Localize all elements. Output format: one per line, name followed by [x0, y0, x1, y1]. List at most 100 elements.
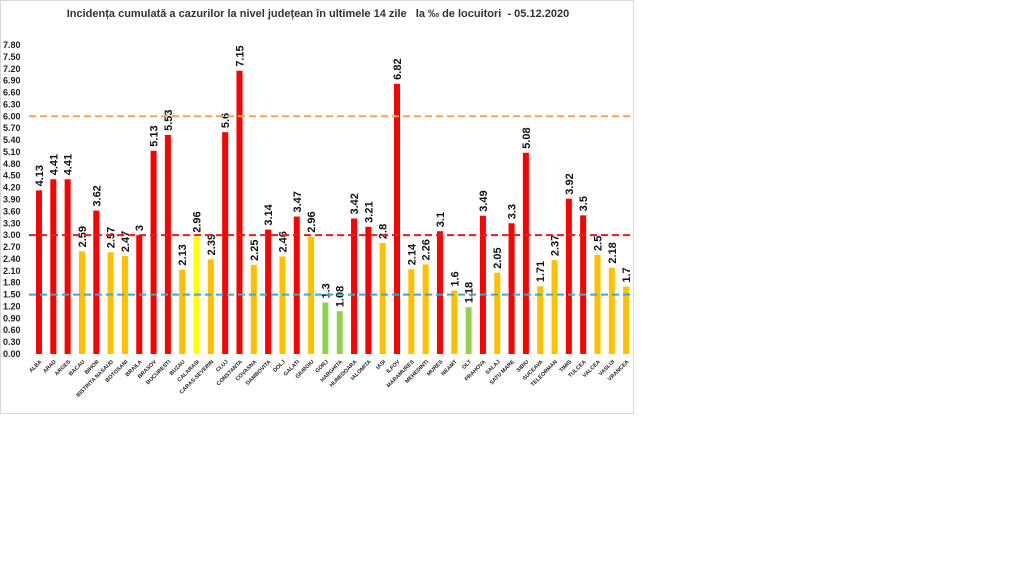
y-tick-label: 1.80 [3, 278, 21, 288]
y-tick-label: 4.50 [3, 171, 21, 181]
bar [351, 218, 358, 354]
data-label: 2.5 [592, 236, 604, 251]
chart-frame: Incidența cumulată a cazurilor la nivel … [0, 0, 634, 414]
bar [551, 260, 558, 354]
bar [394, 83, 400, 355]
data-label: 1.08 [335, 286, 347, 307]
bar [565, 198, 572, 354]
bar [207, 259, 214, 354]
data-label: 3.62 [91, 185, 103, 206]
bar [623, 286, 630, 354]
y-tick-label: 0.90 [3, 313, 21, 323]
data-label: 2.37 [550, 235, 562, 256]
data-label: 5.08 [521, 127, 533, 148]
bar [479, 215, 486, 354]
category-label: BACAU [68, 359, 86, 377]
y-tick-label: 6.00 [3, 111, 21, 121]
y-tick-label: 3.30 [3, 218, 21, 228]
y-tick-label: 0.30 [3, 337, 21, 347]
y-tick-label: 2.70 [3, 242, 21, 252]
y-tick-label: 6.60 [3, 88, 21, 98]
data-label: 5.53 [163, 110, 175, 131]
y-tick-label: 1.20 [3, 301, 21, 311]
y-tick-label: 6.30 [3, 99, 21, 109]
bar [537, 286, 544, 354]
y-tick-label: 5.40 [3, 135, 21, 145]
bar [508, 223, 515, 354]
data-label: 2.13 [177, 244, 189, 265]
data-label: 2.26 [421, 239, 433, 260]
data-label: 3 [134, 225, 146, 231]
data-label: 3.14 [263, 203, 275, 225]
bar [408, 269, 415, 354]
data-label: 7.15 [234, 45, 246, 66]
bar [50, 179, 57, 354]
category-label: IASI [375, 359, 387, 371]
y-tick-label: 5.10 [3, 147, 21, 157]
y-tick-label: 1.50 [3, 290, 21, 300]
data-label: 1.6 [449, 271, 461, 286]
bar [336, 311, 343, 354]
data-label: 2.18 [607, 242, 619, 263]
data-label: 2.14 [406, 243, 418, 265]
bar [265, 229, 272, 354]
data-label: 6.82 [392, 58, 404, 79]
y-tick-label: 7.20 [3, 64, 21, 74]
bar [465, 307, 472, 354]
bar [322, 302, 329, 354]
data-label: 2.47 [120, 231, 132, 252]
bar [107, 252, 114, 354]
y-tick-label: 0.60 [3, 325, 21, 335]
data-label: 3.1 [435, 212, 447, 227]
category-label: OLT [461, 359, 473, 371]
data-label: 2.39 [206, 234, 218, 255]
bar [179, 269, 186, 354]
bar [64, 179, 71, 354]
bar [78, 251, 85, 354]
data-label: 3.47 [292, 191, 304, 212]
chart-title: Incidența cumulată a cazurilor la nivel … [66, 8, 570, 20]
bar [236, 70, 243, 354]
data-label: 2.05 [492, 247, 504, 268]
data-label: 3.92 [564, 173, 576, 194]
bar [121, 256, 128, 354]
bar [308, 236, 315, 354]
data-label: 1.3 [320, 283, 332, 298]
bar-chart: 0.00 0.30 0.60 0.90 1.201.50 1.80 2.10 2.40 2.70… [3, 40, 633, 399]
bar [436, 231, 443, 354]
data-label: 3.5 [578, 196, 590, 211]
data-label: 4.13 [34, 165, 46, 186]
y-tick-label: 3.90 [3, 195, 21, 205]
y-tick-label: 7.80 [3, 40, 21, 50]
category-label: NEAMT [441, 359, 460, 378]
category-label: ALBA [28, 359, 43, 374]
bar [279, 256, 286, 354]
bar [379, 243, 386, 354]
bar [250, 264, 257, 354]
y-tick-label: 0.00 [3, 349, 21, 359]
y-tick-label: 2.10 [3, 266, 21, 276]
data-label: 1.71 [535, 261, 547, 282]
data-label: 2.25 [249, 239, 261, 260]
data-label: 5.13 [149, 125, 161, 146]
data-label: 2.8 [378, 224, 390, 239]
y-tick-label: 3.60 [3, 206, 21, 216]
bar [93, 210, 100, 354]
data-label: 3.42 [349, 193, 361, 214]
data-label: 2.96 [192, 211, 204, 232]
bar [164, 134, 171, 354]
y-tick-label: 5.70 [3, 123, 21, 133]
data-label: 1.7 [621, 267, 633, 282]
y-tick-label: 4.80 [3, 159, 21, 169]
bar [594, 254, 601, 354]
bar [608, 267, 615, 354]
bar [222, 132, 229, 354]
data-label: 2.96 [306, 211, 318, 232]
data-label: 2.59 [77, 226, 89, 247]
bar [494, 272, 501, 354]
bar [36, 190, 42, 354]
data-label: 3.49 [478, 190, 490, 211]
y-tick-label: 3.00 [3, 230, 21, 240]
y-tick-label: 6.90 [3, 76, 21, 86]
bar [422, 264, 429, 354]
